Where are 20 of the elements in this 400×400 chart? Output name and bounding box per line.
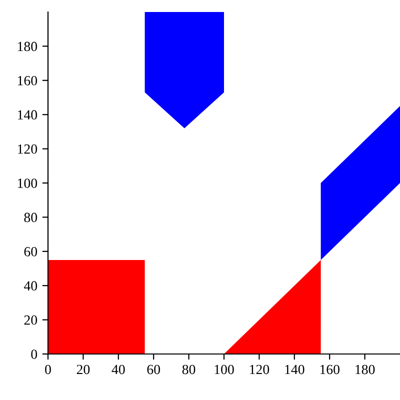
y-tick-label: 100 [18, 178, 38, 188]
x-tick-label: 40 [112, 364, 125, 374]
x-tick-label: 20 [76, 364, 90, 374]
y-tick-label: 160 [18, 76, 38, 86]
x-tick-label: 140 [285, 364, 304, 374]
x-tick-label: 120 [250, 364, 270, 374]
x-tick-label: 180 [356, 364, 375, 374]
y-tick-label: 80 [24, 212, 38, 222]
y-tick-label: 20 [24, 315, 38, 325]
x-tick-label: 100 [214, 364, 234, 374]
y-tick-label: 120 [18, 144, 38, 154]
x-tick-label: 60 [147, 364, 160, 374]
y-tick-label: 60 [24, 246, 38, 256]
y-tick-label: 140 [18, 110, 38, 120]
y-tick-label: 0 [31, 350, 38, 359]
x-tick-label: 0 [45, 364, 51, 374]
y-tick-label: 180 [18, 42, 38, 52]
x-tick-label: 160 [320, 364, 340, 374]
x-tick-label: 80 [182, 364, 196, 374]
y-tick-label: 40 [24, 281, 38, 291]
